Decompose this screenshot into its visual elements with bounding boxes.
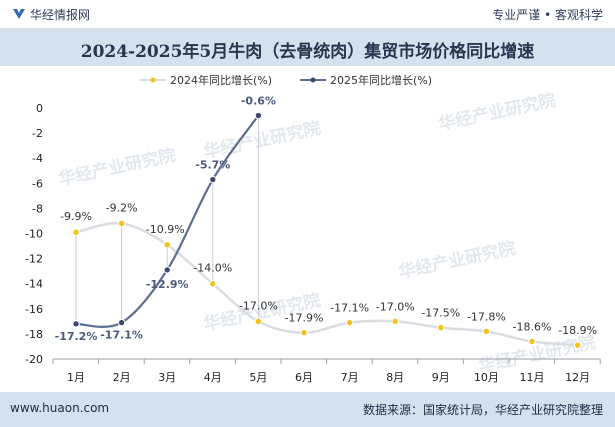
series-2024-data-label: -10.9% [146,223,185,236]
watermark-layer: 华经产业研究院华经产业研究院华经产业研究院华经产业研究院华经产业研究院华经产业研… [57,90,598,377]
footer-source: 数据来源：国家统计局，华经产业研究院整理 [362,403,603,417]
watermark-text: 华经产业研究院 [397,238,518,283]
x-tick-label: 10月 [474,371,499,384]
x-tick-label: 1月 [67,371,85,384]
x-tick-label: 11月 [520,371,545,384]
y-tick-label: -20 [25,353,43,366]
series-2025-data-label: -5.7% [195,159,230,172]
y-tick-label: -8 [32,202,43,215]
series-2025-data-label: -17.1% [100,329,143,342]
y-tick-label: -14 [25,278,43,291]
legend: 2024年同比增长(%) 2025年同比增长(%) [140,73,432,87]
watermark-text: 华经产业研究院 [202,290,323,335]
watermark-text: 华经产业研究院 [202,118,323,163]
series-2024-point [300,328,308,337]
x-tick-label: 4月 [204,371,222,384]
axes: 0 -2 -4 -6 -8 -10 -12 -14 -16 -18 -20 1月 2月 3月 4月 5月 6月 7… [25,102,601,384]
series-2024-data-label: -17.0% [376,300,415,313]
y-tick-label: -16 [25,303,43,316]
series-2024-point [345,318,354,327]
chart-title: 2024-2025年5月牛肉（去骨统肉）集贸市场价格同比增速 [80,42,535,62]
series-2025-point [209,175,217,184]
series-2024-point [482,327,491,336]
series-2024-point [437,323,445,332]
x-tick-label: 9月 [432,371,450,384]
series-2024-point [163,241,171,249]
series-2024-point [573,341,582,349]
series-2025-point [254,111,263,120]
series-2025-point [163,266,171,274]
series-2024-data-label: -17.1% [330,302,369,315]
watermark-text: 华经产业研究院 [57,145,178,190]
series-2024-data-label: -17.9% [285,312,324,325]
watermark-text: 华经产业研究院 [477,332,598,377]
series-2024-point [254,317,263,326]
x-tick-label: 6月 [295,371,313,384]
series-2024-point [117,219,126,228]
footer-url[interactable]: www.huaon.com [10,401,110,415]
series-2024-point [209,280,217,288]
y-tick-label: -18 [25,328,43,341]
slogan: 专业严谨 • 客观科学 [492,8,603,22]
series-2024-data-label: -18.6% [513,320,552,333]
series-2024-data-label: -9.9% [60,210,92,223]
top-bar: 华经情报网 专业严谨 • 客观科学 [0,0,615,28]
legend-marker-2025 [310,77,316,83]
legend-label-2025: 2025年同比增长(%) [330,73,432,87]
x-tick-label: 8月 [386,371,404,384]
x-tick-label: 12月 [565,371,590,384]
series-2025-line [75,114,260,328]
y-tick-label: -10 [25,228,43,241]
title-band [0,28,615,66]
x-tick-label: 5月 [249,371,267,384]
y-tick-label: -2 [32,127,43,140]
plot-area: -9.9% -9.2% -10.9% -14.0% -17.0% -17.9% -17.1%… [55,95,597,349]
y-tick-label: -4 [32,152,43,165]
legend-label-2024: 2024年同比增长(%) [170,73,272,87]
series-2025-point [72,320,80,328]
series-2024-point [72,228,80,236]
series-2025-data-label: -0.6% [241,95,276,108]
series-2024-point [391,317,399,326]
huajing-logo-icon [13,9,25,19]
y-tick-label: -12 [25,253,43,266]
footer-band [0,392,615,427]
series-2024-data-label: -18.9% [558,324,597,337]
series-2024-data-label: -17.0% [239,299,278,312]
site-name: 华经情报网 [30,8,91,22]
y-tick-label: -6 [32,177,43,190]
series-2024-data-label: -9.2% [106,201,138,214]
x-tick-label: 2月 [113,371,131,384]
x-tick-label: 3月 [158,371,176,384]
series-2024-data-label: -17.8% [467,310,506,323]
legend-marker-2024 [150,77,156,83]
watermark-text: 华经产业研究院 [437,90,558,135]
x-tick-label: 7月 [341,371,359,384]
series-2024-data-label: -14.0% [193,262,232,275]
series-2025-point [117,318,126,327]
series-2025-data-label: -12.9% [146,278,189,291]
series-2024-point [528,337,536,346]
y-tick-label: 0 [36,102,43,115]
series-2025-data-label: -17.2% [55,330,98,343]
series-2024-line [75,221,578,347]
series-2024-data-label: -17.5% [421,307,460,320]
